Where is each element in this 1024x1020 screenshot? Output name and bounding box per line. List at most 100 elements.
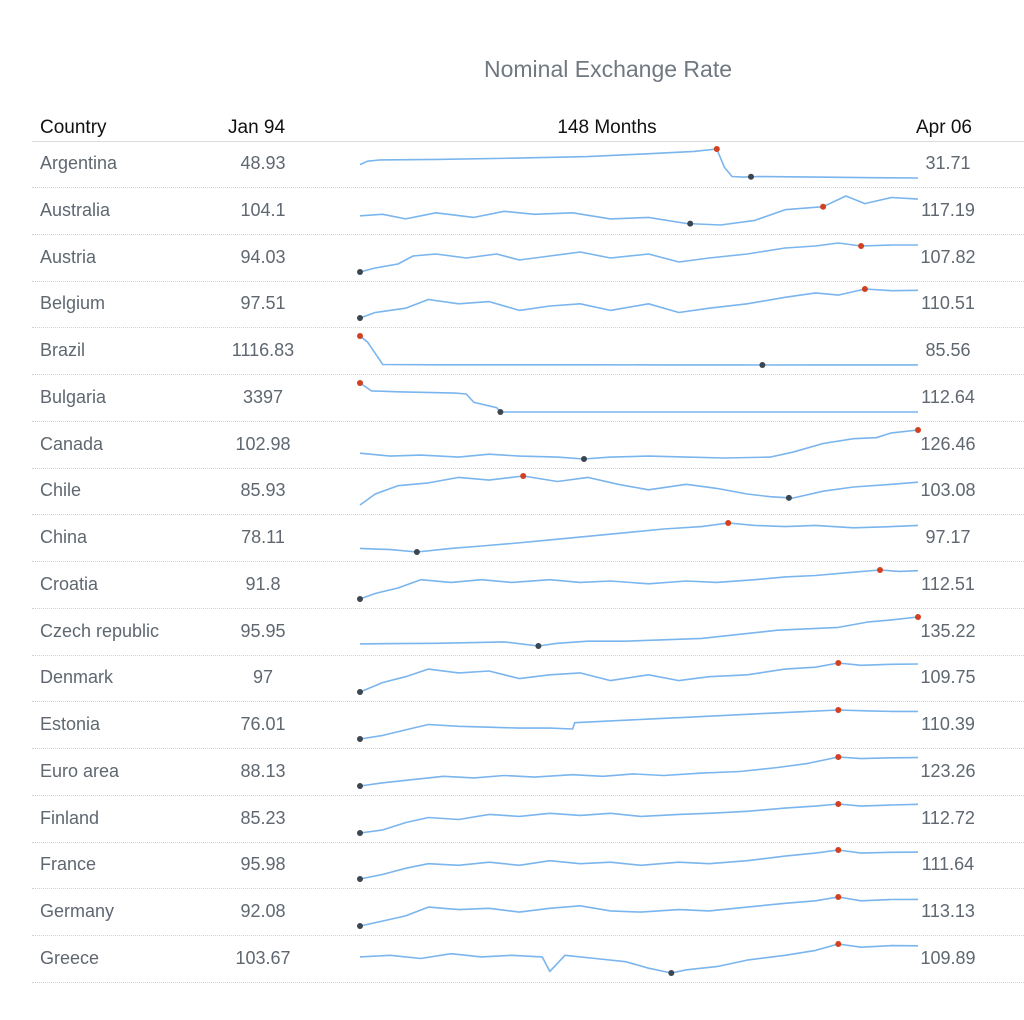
- max-marker: [835, 940, 842, 947]
- start-value: 95.95: [240, 620, 286, 641]
- sparkline-series: [359, 568, 919, 600]
- country-label: Finland: [40, 807, 100, 828]
- start-value: 1116.83: [231, 340, 295, 360]
- sparkline-series: [359, 755, 919, 787]
- chart-title: Nominal Exchange Rate: [483, 56, 733, 82]
- end-value: 85.56: [925, 340, 971, 360]
- table-row: Chile 85.93 103.08: [32, 468, 1024, 516]
- end-value: 112.64: [921, 386, 975, 407]
- column-header-end: Apr 06: [916, 117, 972, 138]
- country-label: Greece: [40, 947, 100, 968]
- sparkline: [357, 333, 918, 368]
- min-marker: [357, 268, 363, 275]
- sparkline-series: [359, 802, 919, 834]
- table-row: Czech republic 95.95 135.22: [32, 609, 1024, 656]
- min-marker: [357, 315, 363, 322]
- table-row: China 78.11 97.17: [32, 515, 1024, 562]
- table-row: Australia 104.1 117.19: [32, 188, 1024, 235]
- sparkline-series: [359, 382, 918, 413]
- table-row: Denmark 97 109.75: [32, 655, 1024, 703]
- table-row: Germany 92.08 113.13: [32, 889, 1024, 936]
- end-value: 97.17: [925, 527, 971, 547]
- sparkline-series: [359, 148, 919, 179]
- sparkline: [359, 613, 921, 649]
- country-label: Estonia: [40, 714, 101, 734]
- country-label: France: [40, 854, 97, 875]
- min-marker: [357, 876, 363, 883]
- table-row: Austria 94.03 107.82: [32, 235, 1024, 282]
- max-marker: [835, 800, 842, 807]
- sparkline: [359, 520, 919, 555]
- max-marker: [915, 613, 921, 620]
- sparkline: [359, 194, 919, 227]
- max-marker: [725, 520, 732, 526]
- start-value: 85.93: [240, 480, 286, 501]
- country-label: Denmark: [40, 667, 114, 688]
- max-marker: [835, 894, 842, 900]
- table-row: Euro area 88.13 123.26: [32, 749, 1024, 796]
- column-header-country: Country: [40, 117, 107, 138]
- country-label: Australia: [40, 199, 111, 220]
- end-value: 111.64: [921, 854, 975, 875]
- table-row: Croatia 91.8 112.51: [32, 562, 1024, 609]
- end-value: 117.19: [921, 199, 975, 220]
- min-marker: [668, 969, 675, 976]
- table-row: Canada 102.98 126.46: [32, 422, 1024, 469]
- start-value: 48.93: [240, 153, 286, 173]
- min-marker: [759, 362, 766, 368]
- min-marker: [357, 923, 363, 929]
- max-marker: [915, 426, 921, 433]
- sparkline-series: [359, 241, 918, 273]
- min-marker: [357, 595, 363, 602]
- sparkline: [357, 286, 919, 322]
- table-row: Belgium 97.51 110.51: [32, 281, 1024, 329]
- sparkline: [359, 940, 919, 976]
- sparkline: [357, 847, 919, 883]
- max-marker: [713, 146, 720, 152]
- country-label: Euro area: [40, 760, 120, 781]
- sparkline-series: [359, 335, 918, 366]
- table-row: Bulgaria 3397 112.64: [32, 375, 1024, 422]
- max-marker: [861, 286, 868, 293]
- start-value: 95.98: [240, 854, 286, 875]
- start-value: 85.23: [240, 807, 286, 828]
- min-marker: [357, 736, 363, 742]
- start-value: 88.13: [240, 760, 286, 781]
- sparkline-series: [359, 849, 919, 881]
- end-value: 126.46: [920, 433, 976, 454]
- sparkline-series: [359, 522, 919, 553]
- sparkline-series: [359, 475, 919, 506]
- table-row: Finland 85.23 112.72: [32, 796, 1024, 843]
- end-value: 103.08: [920, 480, 976, 501]
- min-marker: [357, 782, 363, 789]
- min-marker: [357, 689, 363, 696]
- end-value: 110.51: [921, 293, 975, 314]
- max-marker: [820, 203, 827, 210]
- column-header-start: Jan 94: [228, 117, 286, 138]
- table-header: Country Jan 94 148 Months Apr 06: [32, 113, 1024, 142]
- max-marker: [835, 660, 842, 667]
- min-marker: [357, 829, 363, 836]
- country-label: Austria: [40, 246, 97, 267]
- start-value: 102.98: [235, 433, 291, 454]
- sparkline: [359, 426, 921, 462]
- country-label: Brazil: [40, 340, 86, 360]
- start-value: 3397: [242, 386, 284, 407]
- sparkline: [357, 241, 918, 275]
- end-value: 135.22: [920, 620, 976, 641]
- sparkline: [359, 146, 919, 180]
- min-marker: [687, 220, 694, 227]
- end-value: 107.82: [920, 246, 976, 267]
- table-row: Greece 103.67 109.89: [32, 936, 1024, 983]
- min-marker: [748, 173, 754, 180]
- start-value: 103.67: [235, 947, 291, 968]
- country-label: Chile: [40, 480, 82, 501]
- end-value: 110.39: [921, 714, 975, 734]
- country-label: Canada: [40, 433, 104, 454]
- sparkline-series: [359, 896, 919, 927]
- start-value: 94.03: [240, 246, 286, 267]
- sparkline: [357, 660, 919, 696]
- sparkline-series: [359, 428, 919, 460]
- min-marker: [535, 642, 542, 649]
- sparkline-series: [359, 942, 919, 974]
